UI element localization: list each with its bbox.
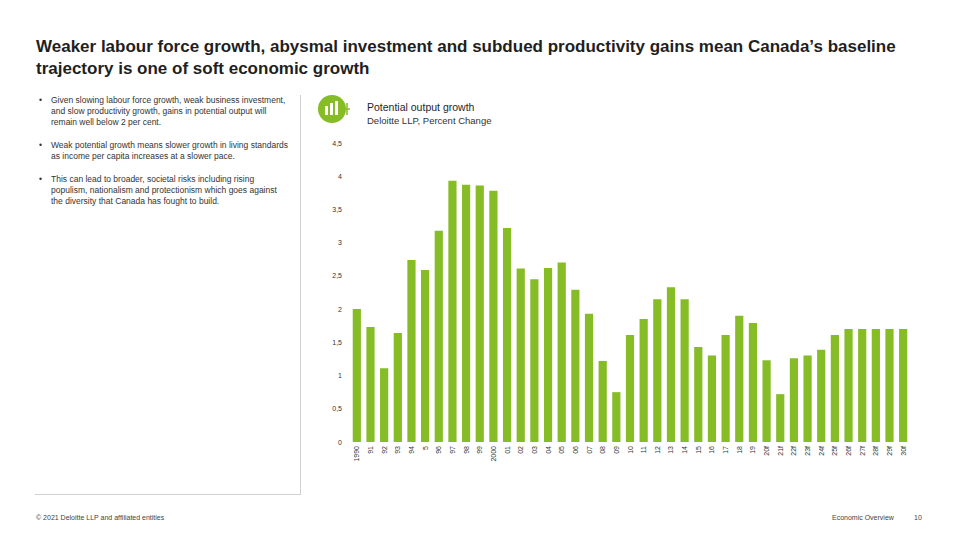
svg-text:18: 18: [736, 446, 743, 454]
svg-text:25f: 25f: [831, 446, 838, 456]
svg-text:27f: 27f: [859, 446, 866, 456]
svg-text:1: 1: [338, 372, 342, 379]
svg-text:19: 19: [749, 446, 756, 454]
svg-text:93: 93: [394, 446, 401, 454]
svg-text:3: 3: [338, 239, 342, 246]
html-text:10: 10: [914, 514, 922, 521]
svg-text:4,5: 4,5: [332, 140, 342, 147]
html-text:Weaker labour force growth, ab: Weaker labour force growth, abysmal inve…: [36, 37, 896, 78]
svg-text:29f: 29f: [886, 446, 893, 456]
svg-text:13: 13: [667, 446, 674, 454]
svg-text:4: 4: [338, 173, 342, 180]
svg-text:17: 17: [722, 446, 729, 454]
html-text:© 2021 Deloitte LLP and affili: © 2021 Deloitte LLP and affiliated entit…: [36, 514, 165, 521]
svg-text:91: 91: [367, 446, 374, 454]
svg-text:2: 2: [338, 306, 342, 313]
svg-text:96: 96: [435, 446, 442, 454]
svg-text:Potential output growth: Potential output growth: [367, 101, 475, 113]
html-text:Given slowing labour force gro: Given slowing labour force growth, weak …: [51, 95, 286, 127]
svg-text:06: 06: [572, 446, 579, 454]
html-text:Weak potential growth means sl: Weak potential growth means slower growt…: [51, 140, 288, 161]
svg-text:0: 0: [338, 439, 342, 446]
svg-text:26f: 26f: [845, 446, 852, 456]
svg-text:2000: 2000: [490, 446, 497, 462]
svg-text:11: 11: [640, 446, 647, 453]
html-text:This can lead to broader, soci: This can lead to broader, societal risks…: [51, 174, 277, 206]
svg-text:99: 99: [476, 446, 483, 454]
svg-text:28f: 28f: [872, 446, 879, 456]
svg-text:07: 07: [586, 446, 593, 454]
svg-text:2,5: 2,5: [332, 272, 342, 279]
svg-text:10: 10: [627, 446, 634, 454]
svg-text:04: 04: [545, 446, 552, 454]
svg-text:97: 97: [449, 446, 456, 454]
svg-text:22f: 22f: [790, 446, 797, 456]
svg-text:02: 02: [517, 446, 524, 454]
svg-text:15: 15: [695, 446, 702, 454]
svg-text:5: 5: [422, 446, 429, 450]
svg-text:1,5: 1,5: [332, 339, 342, 346]
svg-text:16: 16: [708, 446, 715, 454]
svg-text:08: 08: [599, 446, 606, 454]
svg-text:Deloitte LLP, Percent Change: Deloitte LLP, Percent Change: [367, 115, 491, 126]
svg-text:98: 98: [463, 446, 470, 454]
svg-text:09: 09: [613, 446, 620, 454]
svg-text:12: 12: [654, 446, 661, 454]
svg-text:21f: 21f: [777, 446, 784, 456]
svg-text:05: 05: [558, 446, 565, 454]
svg-text:20f: 20f: [763, 446, 770, 456]
svg-text:94: 94: [408, 446, 415, 454]
svg-text:1990: 1990: [353, 446, 360, 462]
svg-text:24f: 24f: [818, 446, 825, 456]
svg-text:30f: 30f: [900, 446, 907, 456]
svg-text:03: 03: [531, 446, 538, 454]
svg-text:0,5: 0,5: [332, 405, 342, 412]
svg-text:3,5: 3,5: [332, 206, 342, 213]
svg-text:14: 14: [681, 446, 688, 454]
svg-text:92: 92: [381, 446, 388, 454]
html-text:Economic Overview: Economic Overview: [832, 514, 894, 521]
svg-text:01: 01: [504, 446, 511, 454]
svg-text:23f: 23f: [804, 446, 811, 456]
